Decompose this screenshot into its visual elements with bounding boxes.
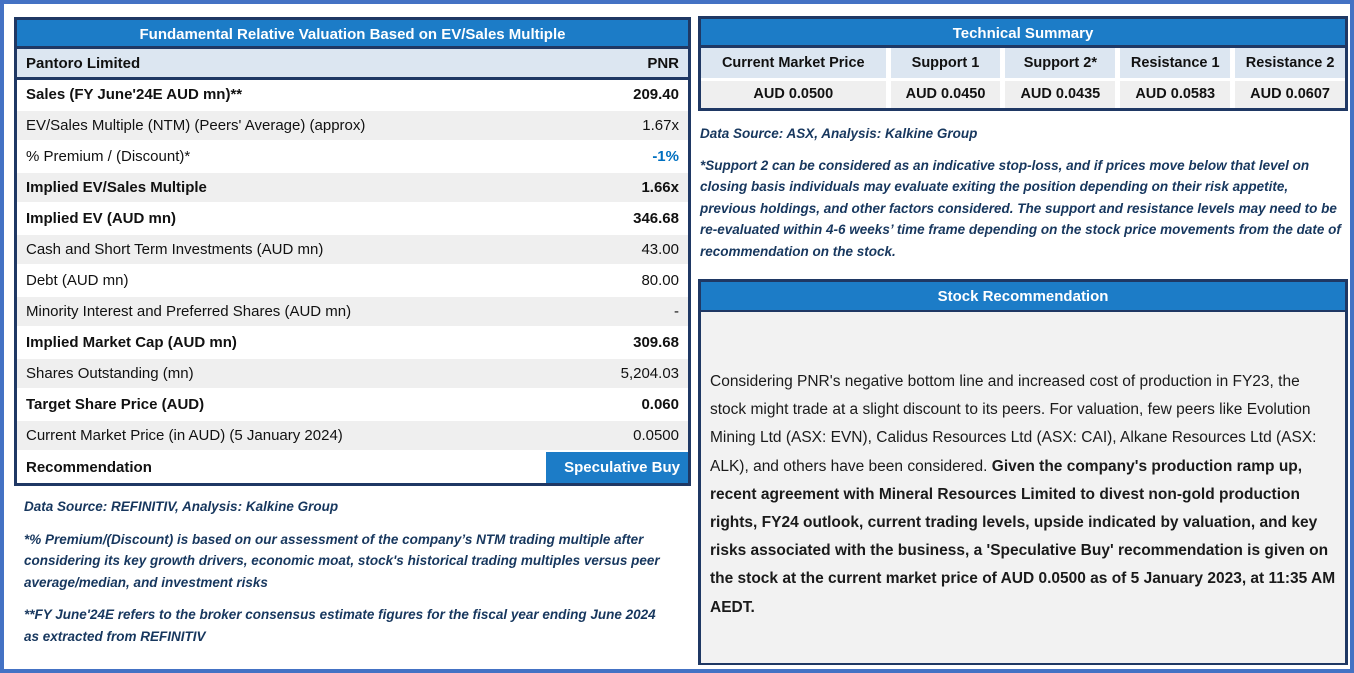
column-value: AUD 0.0450 — [890, 81, 1001, 108]
column-header: Resistance 1 — [1120, 48, 1231, 78]
stock-recommendation-body: Considering PNR's negative bottom line a… — [701, 312, 1345, 663]
row-value: 0.060 — [641, 396, 679, 413]
row-label: Debt (AUD mn) — [26, 272, 129, 289]
table-row: Sales (FY June'24E AUD mn)** 209.40 — [17, 80, 688, 111]
row-label: EV/Sales Multiple (NTM) (Peers' Average)… — [26, 117, 366, 134]
table-row: Implied EV (AUD mn) 346.68 — [17, 204, 688, 235]
recommendation-text-bold: Given the company's production ramp up, … — [710, 457, 1336, 616]
row-value: 1.67x — [642, 117, 679, 134]
technical-summary-grid: Current Market Price AUD 0.0500 Support … — [701, 48, 1345, 108]
column-header: Support 2* — [1005, 48, 1116, 78]
column-value: AUD 0.0583 — [1120, 81, 1231, 108]
valuation-table: Fundamental Relative Valuation Based on … — [14, 17, 691, 486]
row-label: Current Market Price (in AUD) (5 January… — [26, 427, 343, 444]
table-subheader-row: Pantoro Limited PNR — [17, 49, 688, 80]
column-header: Current Market Price — [701, 48, 886, 78]
ticker-symbol: PNR — [647, 54, 679, 72]
row-value: 309.68 — [633, 334, 679, 351]
fy24e-note: **FY June'24E refers to the broker conse… — [24, 607, 656, 644]
column-value: AUD 0.0500 — [701, 81, 886, 108]
recommendation-badge: Speculative Buy — [546, 452, 688, 483]
technical-summary-footnotes: Data Source: ASX, Analysis: Kalkine Grou… — [700, 123, 1345, 273]
row-value: 346.68 — [633, 210, 679, 227]
stock-recommendation-title: Stock Recommendation — [701, 282, 1345, 312]
table-row: Implied Market Cap (AUD mn) 309.68 — [17, 328, 688, 359]
table-row: Target Share Price (AUD) 0.060 — [17, 390, 688, 421]
right-section: Technical Summary Current Market Price A… — [698, 4, 1348, 669]
data-source-note: Data Source: ASX, Analysis: Kalkine Grou… — [700, 126, 978, 141]
table-row: Implied EV/Sales Multiple 1.66x — [17, 173, 688, 204]
tech-column: Resistance 2 AUD 0.0607 — [1235, 48, 1345, 108]
tech-column: Support 2* AUD 0.0435 — [1005, 48, 1116, 108]
row-label: Sales (FY June'24E AUD mn)** — [26, 86, 243, 103]
row-value: - — [674, 303, 679, 320]
row-label: Cash and Short Term Investments (AUD mn) — [26, 241, 324, 258]
valuation-footnotes: Data Source: REFINITIV, Analysis: Kalkin… — [14, 496, 669, 648]
premium-discount-note: *% Premium/(Discount) is based on our as… — [24, 531, 660, 590]
technical-summary-title: Technical Summary — [701, 19, 1345, 48]
column-header: Support 1 — [890, 48, 1001, 78]
tech-column: Support 1 AUD 0.0450 — [890, 48, 1001, 108]
valuation-section: Fundamental Relative Valuation Based on … — [14, 17, 691, 659]
row-label: Recommendation — [26, 459, 152, 476]
column-value: AUD 0.0607 — [1235, 81, 1345, 108]
row-value-discount: -1% — [652, 148, 679, 165]
column-header: Resistance 2 — [1235, 48, 1345, 78]
technical-summary-table: Technical Summary Current Market Price A… — [698, 16, 1348, 111]
row-label: Implied EV (AUD mn) — [26, 210, 177, 227]
row-label: Implied EV/Sales Multiple — [26, 179, 207, 196]
table-row: Minority Interest and Preferred Shares (… — [17, 297, 688, 328]
data-source-note: Data Source: REFINITIV, Analysis: Kalkin… — [24, 499, 339, 514]
tech-column: Current Market Price AUD 0.0500 — [701, 48, 886, 108]
row-value: 5,204.03 — [620, 365, 679, 382]
support2-note: *Support 2 can be considered as an indic… — [700, 157, 1341, 259]
stock-recommendation-box: Stock Recommendation Considering PNR's n… — [698, 279, 1348, 665]
table-row: Current Market Price (in AUD) (5 January… — [17, 421, 688, 452]
table-row: Cash and Short Term Investments (AUD mn)… — [17, 235, 688, 266]
row-label: Shares Outstanding (mn) — [26, 365, 194, 382]
row-label: Minority Interest and Preferred Shares (… — [26, 303, 352, 320]
row-label: % Premium / (Discount)* — [26, 148, 191, 165]
row-value: 43.00 — [641, 241, 679, 258]
row-value: 209.40 — [633, 86, 679, 103]
row-value: 1.66x — [641, 179, 679, 196]
column-value: AUD 0.0435 — [1005, 81, 1116, 108]
table-row: % Premium / (Discount)* -1% — [17, 142, 688, 173]
row-value: 0.0500 — [633, 427, 679, 444]
row-label: Implied Market Cap (AUD mn) — [26, 334, 237, 351]
table-row: Debt (AUD mn) 80.00 — [17, 266, 688, 297]
row-label: Target Share Price (AUD) — [26, 396, 205, 413]
recommendation-text-regular: Considering PNR's negative bottom line a… — [710, 373, 1317, 475]
table-row: EV/Sales Multiple (NTM) (Peers' Average)… — [17, 111, 688, 142]
row-value: 80.00 — [641, 272, 679, 289]
table-row: Shares Outstanding (mn) 5,204.03 — [17, 359, 688, 390]
tech-column: Resistance 1 AUD 0.0583 — [1120, 48, 1231, 108]
valuation-table-title: Fundamental Relative Valuation Based on … — [17, 20, 688, 49]
company-name: Pantoro Limited — [26, 54, 141, 72]
recommendation-row: Recommendation Speculative Buy — [17, 452, 688, 483]
